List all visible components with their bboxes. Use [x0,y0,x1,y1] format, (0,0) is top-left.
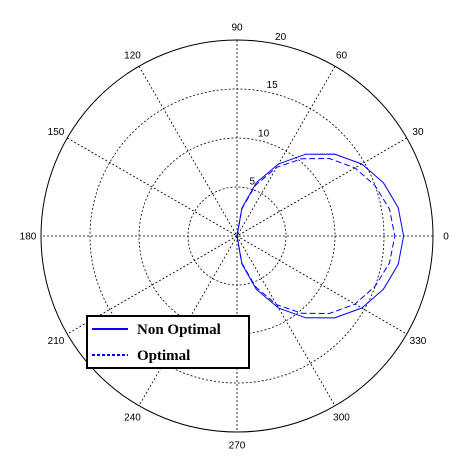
angle-tick-label: 210 [48,336,65,347]
grid-spoke-60 [138,66,336,406]
angle-tick-labels: 0 30 60 90 120 150 180 210 240 270 300 330 [20,23,450,452]
radial-tick-label: 10 [258,128,270,139]
series-line-optimal [236,157,396,315]
angle-tick-label: 240 [124,412,141,423]
angle-tick-label: 180 [20,232,37,243]
series-line-non-optimal [236,153,405,319]
angle-tick-label: 330 [410,336,427,347]
grid-spoke-120 [138,66,336,406]
legend: Non Optimal Optimal [86,315,250,369]
angle-tick-label: 300 [333,412,350,423]
angle-tick-label: 0 [443,232,449,243]
grid-spoke-150 [67,137,407,335]
radial-tick-labels: 5 10 15 20 [250,32,287,188]
angle-tick-label: 270 [229,441,246,452]
radial-tick-label: 20 [275,32,287,43]
radial-tick-label: 5 [250,177,256,188]
radial-tick-label: 15 [267,80,279,91]
series-layer [236,153,405,319]
angle-tick-label: 90 [231,23,243,34]
angle-tick-label: 30 [412,127,424,138]
angle-tick-label: 120 [124,51,141,62]
angle-tick-label: 60 [336,51,348,62]
angle-tick-label: 150 [48,127,65,138]
legend-box [86,315,250,369]
legend-label-non-optimal: Non Optimal [137,322,221,338]
grid-spoke-30 [67,137,407,335]
legend-label-optimal: Optimal [137,348,190,364]
